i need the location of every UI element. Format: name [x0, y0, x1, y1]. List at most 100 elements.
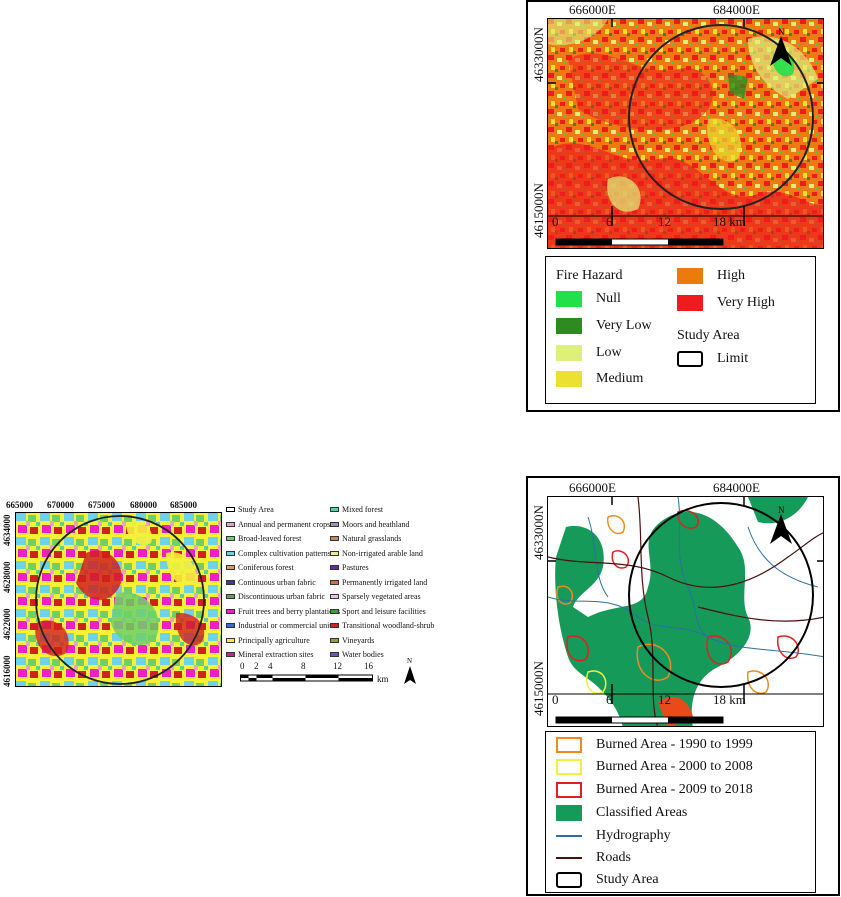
legend-very-high-label: Very High: [717, 295, 775, 310]
lc-legend-item: Moors and heathland: [330, 520, 410, 529]
lc-swatch: [226, 536, 235, 541]
legend-medium-label: Medium: [596, 371, 644, 386]
swatch-roads: [556, 857, 582, 859]
lc-legend-item: Mixed forest: [330, 505, 383, 514]
x-tick-670000: 670000: [47, 500, 74, 510]
lc-label: Pastures: [342, 563, 369, 572]
legend-low-label: Low: [596, 345, 622, 360]
legend-medium: Medium: [556, 371, 643, 387]
easting-label-1: 666000E: [569, 2, 616, 17]
lc-scale-16: 16: [364, 661, 373, 671]
legend-classified-label: Classified Areas: [596, 805, 688, 820]
lc-legend-item: Complex cultivation patterns: [226, 549, 331, 558]
lc-legend-item: Mineral extraction sites: [226, 650, 314, 659]
fire-scale-0: 0: [552, 214, 559, 229]
fire-legend-title: Fire Hazard: [556, 268, 623, 283]
burned-scale-12: 12: [658, 692, 671, 707]
legend-very-low-label: Very Low: [596, 318, 652, 333]
lc-label: Permanently irrigated land: [342, 577, 428, 587]
lc-legend-item: Pastures: [330, 563, 369, 572]
lc-label: Transitional woodland-shrub: [342, 621, 435, 630]
lc-legend-item: Broad-leaved forest: [226, 534, 301, 543]
legend-very-high: Very High: [677, 295, 775, 311]
lc-swatch: [330, 579, 339, 585]
legend-high: High: [677, 268, 745, 284]
fire-scale-12: 12: [658, 214, 671, 229]
legend-study-area: Study Area: [556, 872, 659, 888]
swatch-low: [556, 345, 582, 361]
lc-scale-8: 8: [301, 661, 306, 671]
swatch-null: [556, 291, 582, 307]
burned-scale-18: 18 km: [713, 692, 746, 707]
lc-label: Mineral extraction sites: [238, 650, 314, 659]
lc-legend-item: Continuous urban fabric: [226, 578, 316, 587]
legend-burned-1990: Burned Area - 1990 to 1999: [556, 737, 753, 753]
landcover-x-ticks: 665000 670000 675000 680000 685000: [0, 500, 230, 512]
lc-swatch: [330, 652, 339, 657]
lc-swatch: [330, 623, 339, 628]
burned-northing-label-2: 4615000N: [531, 661, 546, 716]
lc-label: Annual and permanent crops: [238, 519, 331, 529]
lc-label: Study Area: [238, 505, 274, 514]
lc-label: Vineyards: [342, 635, 375, 645]
lc-legend-item: Coniferous forest: [226, 563, 294, 572]
lc-legend-item: Fruit trees and berry plantations: [226, 607, 340, 616]
lc-label: Discontinuous urban fabric: [238, 592, 326, 601]
burned-north-arrow-icon: N: [770, 505, 792, 544]
lc-label: Complex cultivation patterns: [238, 548, 331, 558]
lc-swatch: [330, 507, 339, 512]
lc-legend-item: Natural grasslands: [330, 534, 401, 543]
legend-very-low: Very Low: [556, 318, 652, 334]
landcover-north-arrow-icon: N: [404, 657, 416, 684]
lc-swatch: [226, 507, 235, 512]
legend-limit: Limit: [677, 351, 748, 367]
lc-label: Non-irrigated arable land: [342, 548, 423, 558]
lc-label: Sport and leisure facilities: [342, 606, 426, 616]
lc-label: Continuous urban fabric: [238, 577, 316, 587]
lc-scale-unit: km: [377, 674, 389, 684]
legend-hydrography: Hydrography: [556, 828, 671, 844]
x-tick-665000: 665000: [6, 500, 33, 510]
legend-limit-label: Limit: [717, 351, 749, 366]
lc-scale-4: 4: [268, 661, 273, 671]
legend-low: Low: [556, 345, 622, 361]
legend-classified: Classified Areas: [556, 805, 687, 821]
lc-label: Fruit trees and berry plantations: [238, 606, 341, 616]
swatch-very-high: [677, 295, 703, 311]
fire-scale-18: 18 km: [713, 214, 746, 229]
lc-label: Coniferous forest: [238, 563, 294, 572]
legend-null-label: Null: [596, 291, 621, 306]
lc-legend-item: Discontinuous urban fabric: [226, 592, 325, 601]
lc-label: Water bodies: [342, 650, 384, 659]
burned-area-legend: Burned Area - 1990 to 1999 Burned Area -…: [545, 731, 816, 893]
northing-label-1: 4633000N: [531, 27, 546, 82]
lc-swatch: [226, 521, 235, 527]
swatch-medium: [556, 371, 582, 387]
legend-burned-2009: Burned Area - 2009 to 2018: [556, 782, 753, 798]
northing-label-2: 4615000N: [531, 183, 546, 238]
legend-null: Null: [556, 291, 621, 307]
lc-swatch: [330, 550, 339, 556]
lc-label: Sparsely vegetated areas: [342, 592, 421, 601]
landcover-scale-labels: 0 2 4 8 12 16: [238, 661, 388, 673]
lc-swatch: [226, 608, 235, 614]
lc-swatch: [330, 521, 339, 527]
lc-label: Industrial or commercial units: [238, 621, 335, 630]
legend-hydrography-label: Hydrography: [596, 828, 671, 843]
swatch-burned-1990: [556, 737, 582, 753]
lc-swatch: [330, 594, 339, 599]
burned-easting-label-1: 666000E: [569, 480, 616, 495]
swatch-burned-2009: [556, 782, 582, 798]
legend-study-area-label: Study Area: [596, 872, 659, 887]
swatch-hydrography: [556, 835, 582, 837]
easting-label-2: 684000E: [713, 2, 760, 17]
landcover-north-letter: N: [407, 657, 412, 665]
legend-burned-1990-label: Burned Area - 1990 to 1999: [596, 737, 753, 752]
fire-hazard-raster: [548, 19, 823, 248]
lc-scale-2: 2: [254, 661, 259, 671]
fire-hazard-map: [547, 18, 824, 249]
lc-swatch: [226, 565, 235, 570]
burned-easting-label-2: 684000E: [713, 480, 760, 495]
burned-scale-6: 6: [606, 692, 613, 707]
lc-label: Moors and heathland: [342, 519, 410, 529]
